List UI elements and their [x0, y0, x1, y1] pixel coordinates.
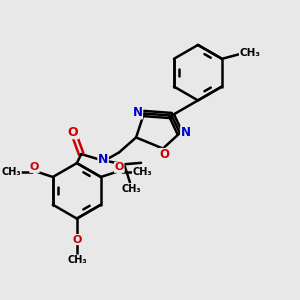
Text: N: N	[133, 106, 142, 119]
Text: CH₃: CH₃	[122, 184, 141, 194]
Text: O: O	[115, 162, 124, 172]
Text: O: O	[68, 126, 78, 139]
Text: N: N	[181, 126, 191, 139]
Text: N: N	[98, 153, 108, 167]
Text: CH₃: CH₃	[2, 167, 21, 177]
Text: O: O	[159, 148, 170, 161]
Text: CH₃: CH₃	[133, 167, 152, 177]
Text: CH₃: CH₃	[67, 255, 87, 265]
Text: CH₃: CH₃	[239, 48, 260, 58]
Text: O: O	[72, 235, 82, 244]
Text: O: O	[30, 162, 39, 172]
